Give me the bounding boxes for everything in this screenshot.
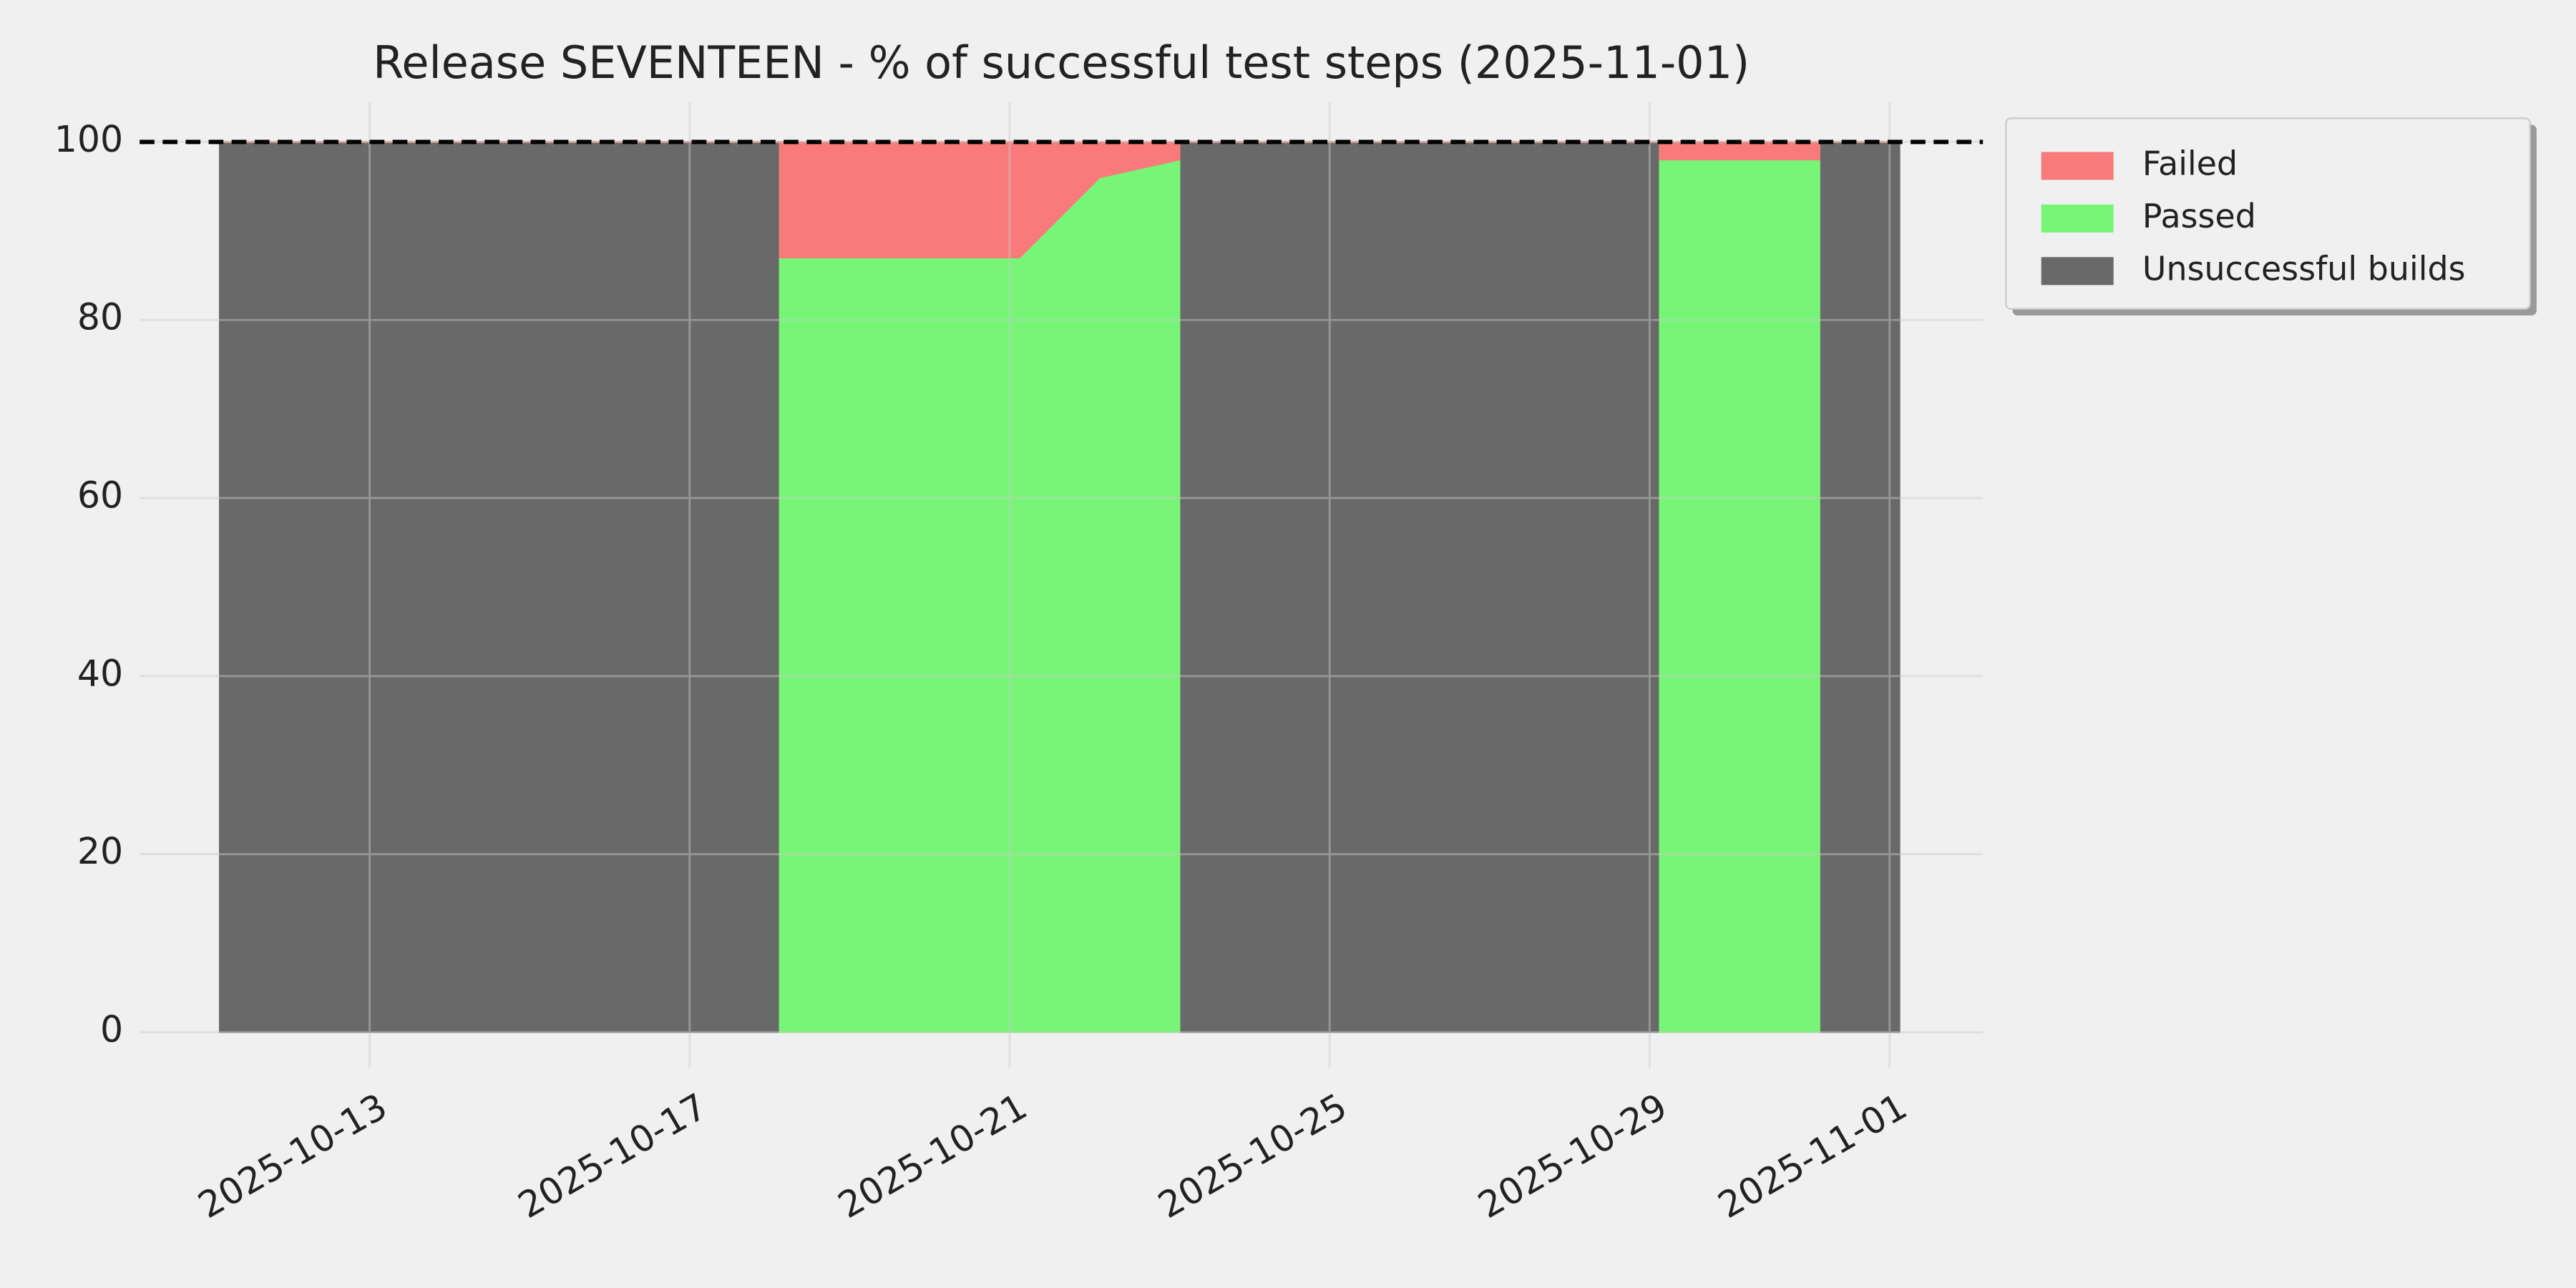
- legend-label: Unsuccessful builds: [2142, 249, 2466, 288]
- y-tick-label: 20: [77, 830, 123, 872]
- x-tick-label: 2025-10-25: [1151, 1085, 1354, 1226]
- y-tick-label: 80: [77, 296, 123, 338]
- chart-title: Release SEVENTEEN - % of successful test…: [373, 36, 1750, 89]
- legend-label: Passed: [2142, 197, 2256, 235]
- legend-swatch: [2041, 257, 2114, 286]
- x-tick-label: 2025-10-21: [831, 1085, 1034, 1226]
- x-tick-label: 2025-10-17: [511, 1085, 714, 1226]
- x-tick-label: 2025-11-01: [1711, 1085, 1914, 1226]
- legend-swatch: [2041, 204, 2114, 233]
- y-tick-label: 100: [54, 118, 123, 160]
- x-tick-label: 2025-10-13: [191, 1085, 394, 1226]
- legend: [2005, 117, 2531, 310]
- legend-label: Failed: [2142, 144, 2238, 182]
- y-tick-label: 40: [77, 652, 123, 694]
- legend-swatch: [2041, 152, 2114, 180]
- x-tick-label: 2025-10-29: [1471, 1085, 1674, 1226]
- y-tick-label: 60: [77, 474, 123, 517]
- y-tick-label: 0: [100, 1008, 123, 1050]
